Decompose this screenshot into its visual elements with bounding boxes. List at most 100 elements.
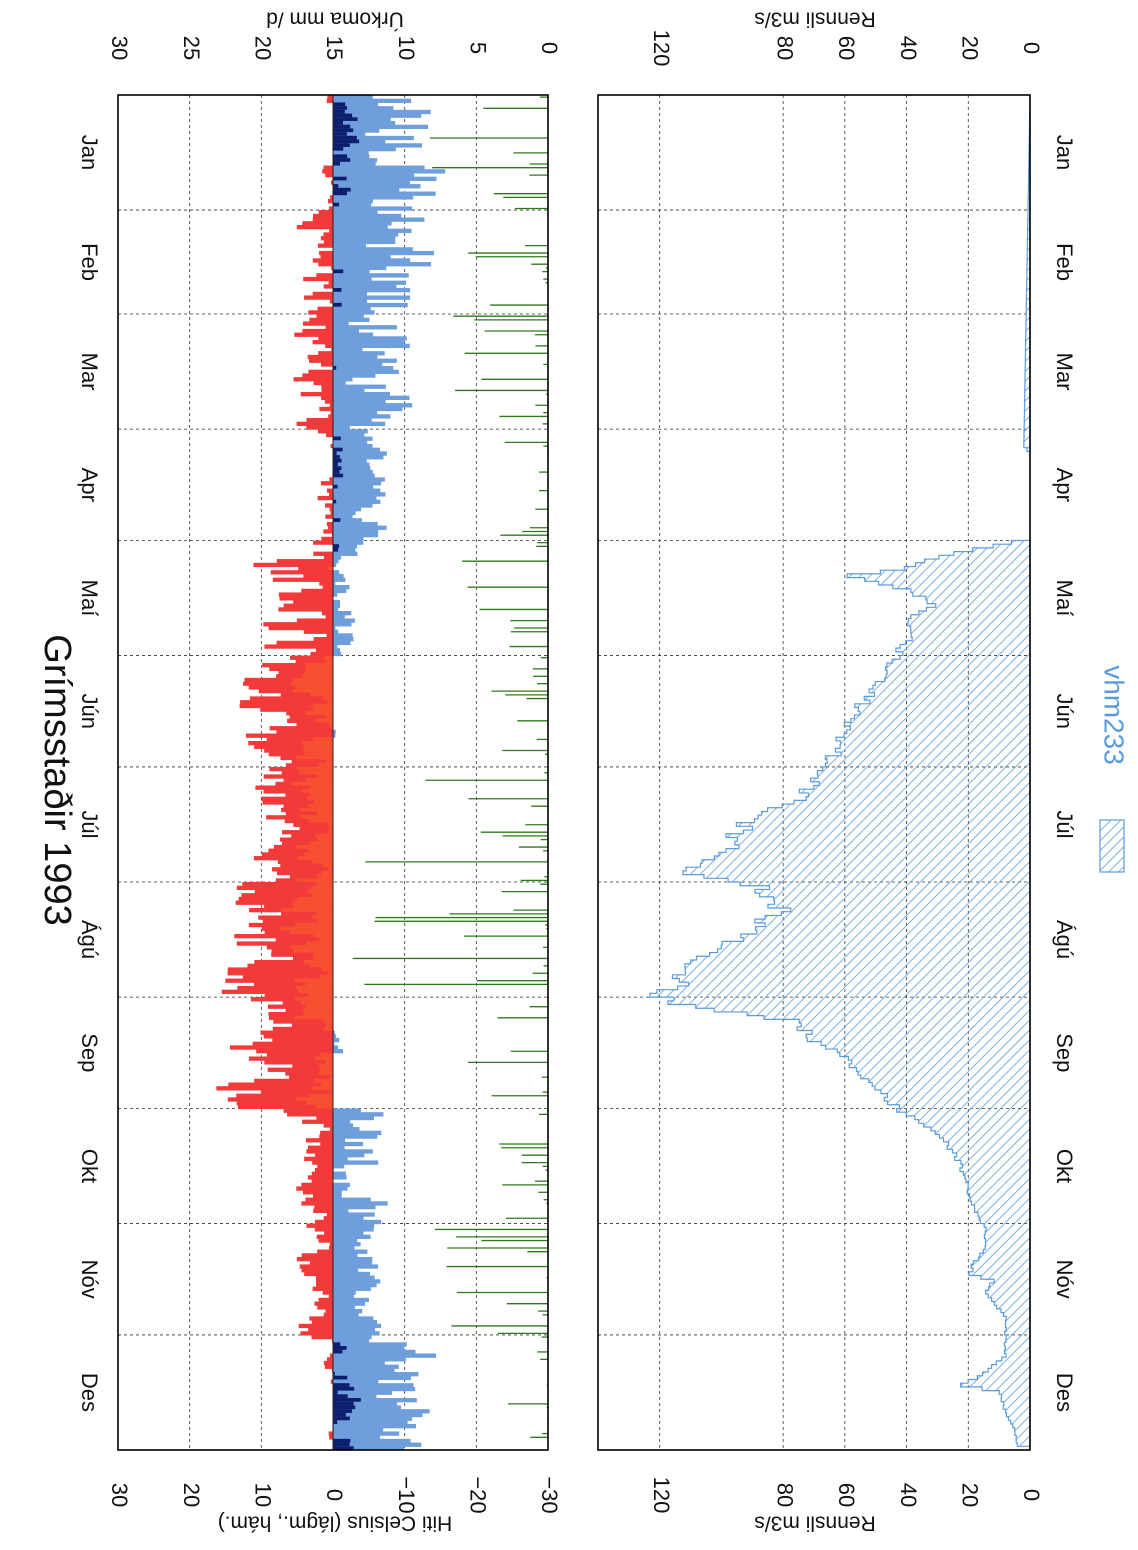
max-temp-bar <box>308 370 333 374</box>
min-above-zero-bar <box>295 997 333 1001</box>
min-temp-bar <box>333 232 398 236</box>
max-temp-bar <box>329 1294 333 1298</box>
min-temp-bar <box>333 1276 375 1280</box>
min-temp-bar <box>333 359 397 363</box>
min-temp-bar <box>333 1298 369 1302</box>
min-temp-bar <box>333 240 395 244</box>
precip-tick-label: 15 <box>322 36 347 60</box>
max-temp-bar <box>317 1305 333 1309</box>
max-temp-bar <box>323 166 333 170</box>
min-above-zero-bar <box>328 700 333 704</box>
max-temp-bar <box>298 566 333 570</box>
min-temp-bar <box>333 1238 357 1242</box>
max-temp-bar <box>313 218 333 222</box>
min-temp-bar <box>333 1190 342 1194</box>
min-above-zero-bar <box>293 678 333 682</box>
max-temp-bar <box>314 1302 333 1306</box>
min-temp-bar <box>333 1216 364 1220</box>
max-temp-bar <box>261 1090 333 1094</box>
flow-tick-bottom-label: 40 <box>896 1483 921 1507</box>
min-temp-bar <box>333 307 371 311</box>
precip-tick-label: 0 <box>537 42 562 54</box>
max-temp-bar <box>303 574 333 578</box>
min-above-zero-bar <box>306 778 333 782</box>
min-above-zero-bar <box>324 1027 333 1031</box>
min-temp-bar <box>333 399 386 403</box>
max-below-zero-bar <box>333 188 351 192</box>
min-above-zero-bar <box>321 967 333 971</box>
min-temp-bar <box>333 1038 339 1042</box>
max-temp-bar <box>319 1298 333 1302</box>
max-temp-bar <box>320 1131 333 1135</box>
max-temp-bar <box>317 314 333 318</box>
flow-tick-top-label: 80 <box>772 36 797 60</box>
max-temp-bar <box>322 169 333 173</box>
min-temp-bar <box>333 1194 342 1198</box>
min-temp-bar <box>333 373 375 377</box>
min-temp-bar <box>333 169 445 173</box>
precip-tick-label: 30 <box>107 36 132 60</box>
max-temp-bar <box>294 377 333 381</box>
min-above-zero-bar <box>313 708 333 712</box>
min-temp-bar <box>333 1372 418 1376</box>
min-temp-bar <box>333 511 356 515</box>
min-above-zero-bar <box>296 845 333 849</box>
max-temp-bar <box>310 1261 333 1265</box>
min-above-zero-bar <box>305 667 333 671</box>
min-temp-bar <box>333 192 436 196</box>
max-temp-bar <box>302 329 333 333</box>
max-temp-bar <box>264 1060 333 1064</box>
min-temp-bar <box>333 273 409 277</box>
max-below-zero-bar <box>333 470 340 474</box>
min-temp-bar <box>333 1368 395 1372</box>
min-temp-bar <box>333 1309 362 1313</box>
min-temp-bar <box>333 648 340 652</box>
min-temp-bar <box>333 1320 377 1324</box>
min-temp-bar <box>333 1324 381 1328</box>
max-temp-bar <box>308 1146 333 1150</box>
max-below-zero-bar <box>333 140 359 144</box>
min-temp-bar <box>333 637 354 641</box>
min-temp-bar <box>333 633 353 637</box>
max-below-zero-bar <box>333 158 350 162</box>
min-temp-bar <box>333 477 385 481</box>
min-above-zero-bar <box>317 811 333 815</box>
min-temp-bar <box>333 574 344 578</box>
max-temp-bar <box>243 975 333 979</box>
min-above-zero-bar <box>301 789 333 793</box>
max-temp-bar <box>319 251 333 255</box>
min-temp-bar <box>333 570 339 574</box>
min-temp-bar <box>333 1365 399 1369</box>
min-temp-bar <box>333 251 434 255</box>
min-above-zero-bar <box>304 752 333 756</box>
max-temp-bar <box>327 1212 333 1216</box>
min-above-zero-bar <box>307 797 333 801</box>
max-temp-bar <box>309 359 333 363</box>
max-below-zero-bar <box>333 518 340 522</box>
min-above-zero-bar <box>310 841 333 845</box>
max-temp-bar <box>325 173 333 177</box>
max-temp-bar <box>303 321 333 325</box>
min-temp-bar <box>333 403 412 407</box>
min-temp-bar <box>333 243 366 247</box>
min-above-zero-bar <box>304 1012 333 1016</box>
min-temp-bar <box>333 604 340 608</box>
max-temp-bar <box>324 240 333 244</box>
min-temp-bar <box>333 1116 374 1120</box>
month-label-bottom: Ágú <box>1052 920 1077 959</box>
max-temp-bar <box>264 644 333 648</box>
min-above-zero-bar <box>319 1064 333 1068</box>
min-above-zero-bar <box>318 763 333 767</box>
max-temp-bar <box>312 1160 333 1164</box>
max-below-zero-bar <box>333 459 342 463</box>
min-temp-bar <box>333 622 352 626</box>
min-temp-bar <box>333 1220 381 1224</box>
min-temp-bar <box>333 492 386 496</box>
max-temp-bar <box>330 507 333 511</box>
month-label-top: Des <box>77 1373 102 1412</box>
month-label-bottom: Maí <box>1052 580 1077 617</box>
flow-tick-bottom-label: 0 <box>1019 1489 1044 1501</box>
month-label-top: Jan <box>77 135 102 170</box>
month-label-top: Júl <box>77 810 102 838</box>
month-label-top: Apr <box>77 468 102 502</box>
